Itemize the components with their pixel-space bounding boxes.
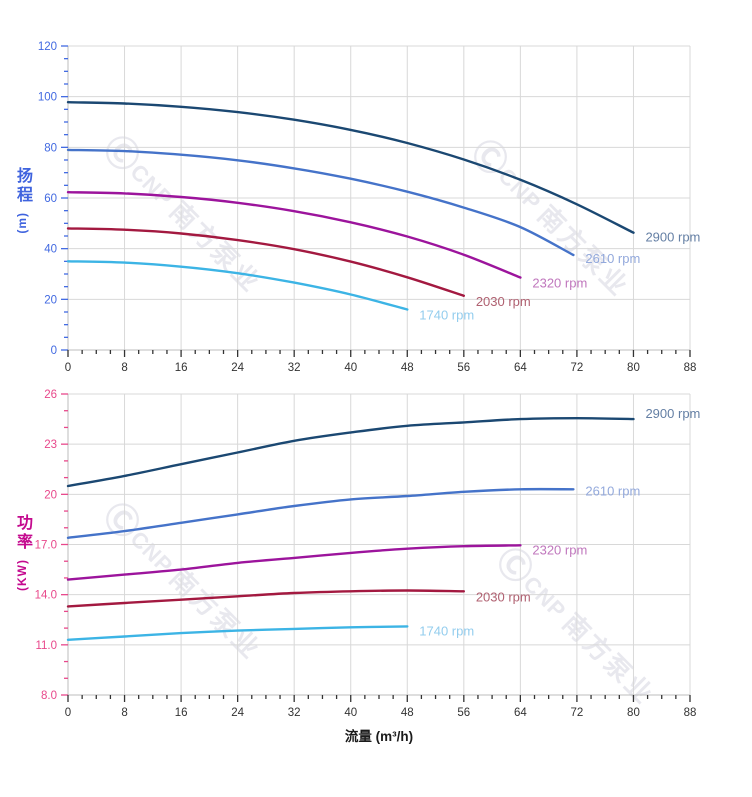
x-tick-label: 40 [344,362,357,374]
gridlines [68,393,691,695]
x-tick-label: 32 [288,707,301,719]
head-axis-unit: (m) [15,212,29,234]
curve-2320-rpm [66,544,522,581]
head-vs-flow-chart: 0 20 40 60 80 100 120 0 8 16 24 32 40 48 56 64 72 80 88 290… [38,41,701,374]
curve-label-2610-rpm: 2610 rpm [585,483,640,498]
x-tick-label: 24 [231,362,244,374]
curve-2030-rpm [66,227,465,297]
x-tick-label: 56 [457,362,470,374]
y-tick-label: 120 [38,41,57,53]
x-tick-label: 24 [231,707,244,719]
y-tick-label: 11.0 [35,640,57,652]
y-tick-label: 26 [44,389,57,401]
gridlines [68,45,691,350]
y-tick-label: 40 [44,244,57,256]
x-tick-label: 72 [571,362,584,374]
curve-2610-rpm [66,148,575,257]
curve-2320-rpm [66,191,522,279]
y-tick-label: 17.0 [35,540,57,552]
power-axis-title: 功率 (KW) [9,514,35,591]
axes: 0 20 40 60 80 100 120 0 8 16 24 32 40 48 56 64 72 80 88 [38,41,697,374]
x-tick-label: 8 [121,362,127,374]
curve-label-2320-rpm: 2320 rpm [532,276,587,291]
flow-axis-title: 流量 (m³/h) [344,729,414,744]
curve-label-2030-rpm: 2030 rpm [476,294,531,309]
x-tick-label: 72 [571,707,584,719]
curve-label-2320-rpm: 2320 rpm [532,542,587,557]
curve-2030-rpm [66,589,465,608]
power-vs-flow-chart: 8.0 11.0 14.0 17.0 20 23 26 0 8 16 24 32 40 48 56 64 72 8… [35,389,701,719]
curve-label-1740-rpm: 1740 rpm [419,307,474,322]
y-tick-label: 100 [38,92,57,104]
curve-label-2900-rpm: 2900 rpm [645,406,700,421]
axes: 8.0 11.0 14.0 17.0 20 23 26 0 8 16 24 32 40 48 56 64 72 8… [35,389,697,719]
x-tick-label: 48 [401,362,414,374]
curve-2610-rpm [66,487,575,539]
y-tick-label: 20 [44,489,57,501]
x-tick-label: 32 [288,362,301,374]
y-tick-label: 0 [51,345,57,357]
y-tick-label: 23 [44,439,57,451]
x-tick-label: 40 [344,707,357,719]
curve-1740-rpm [66,625,409,641]
x-tick-label: 88 [684,362,697,374]
curve-2900-rpm [66,101,635,234]
y-tick-label: 8.0 [41,690,57,702]
curve-label-2900-rpm: 2900 rpm [645,230,700,245]
x-tick-label: 0 [65,362,71,374]
x-tick-label: 16 [175,362,188,374]
head-axis-title-text: 扬程 [14,167,31,205]
curve-label-1740-rpm: 1740 rpm [419,623,474,638]
x-tick-label: 64 [514,707,527,719]
x-tick-label: 64 [514,362,527,374]
x-tick-label: 80 [627,362,640,374]
curve-label-2610-rpm: 2610 rpm [585,251,640,266]
x-tick-label: 0 [65,707,71,719]
y-tick-label: 14.0 [35,590,57,602]
y-tick-label: 60 [44,193,57,205]
power-axis-unit: (KW) [15,559,29,591]
x-tick-label: 48 [401,707,414,719]
y-tick-label: 80 [44,142,57,154]
curve-2900-rpm [66,416,635,488]
x-tick-label: 80 [627,707,640,719]
x-tick-label: 16 [175,707,188,719]
head-axis-title: 扬程 (m) [9,167,35,234]
curve-label-2030-rpm: 2030 rpm [476,589,531,604]
x-tick-label: 8 [121,707,127,719]
x-tick-label: 88 [684,707,697,719]
curve-1740-rpm [66,260,409,311]
power-axis-title-text: 功率 [14,514,31,552]
y-tick-label: 20 [44,294,57,306]
x-tick-label: 56 [457,707,470,719]
